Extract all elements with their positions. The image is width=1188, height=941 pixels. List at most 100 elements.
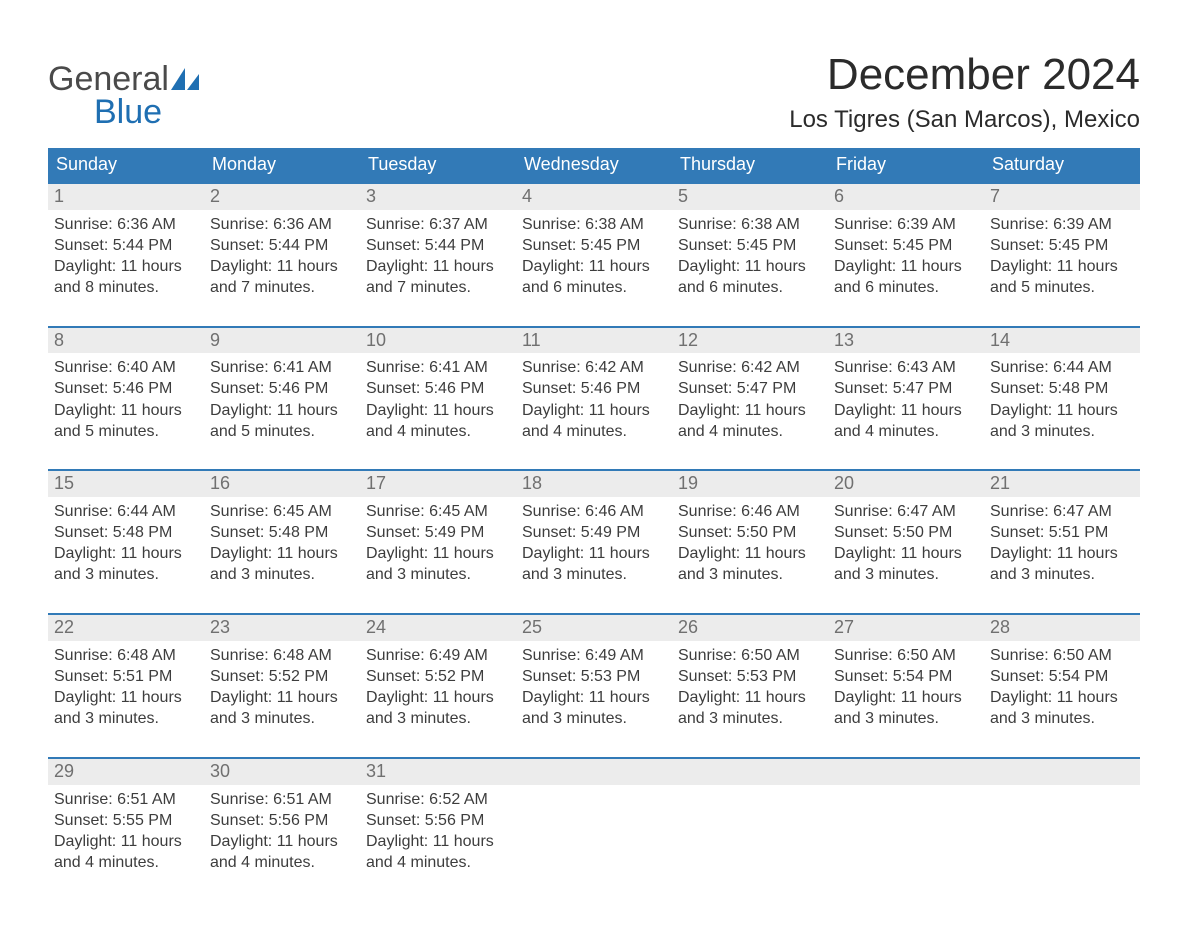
daylight-line-1: Daylight: 11 hours xyxy=(366,687,510,708)
empty-day-number xyxy=(984,759,1140,785)
day-cell: Sunrise: 6:38 AMSunset: 5:45 PMDaylight:… xyxy=(672,210,828,326)
day-number: 31 xyxy=(360,759,516,785)
day-number: 5 xyxy=(672,184,828,210)
daylight-line-2: and 3 minutes. xyxy=(678,564,822,585)
sunrise-line: Sunrise: 6:42 AM xyxy=(678,357,822,378)
sunrise-line: Sunrise: 6:52 AM xyxy=(366,789,510,810)
day-cell: Sunrise: 6:42 AMSunset: 5:46 PMDaylight:… xyxy=(516,353,672,469)
sunrise-line: Sunrise: 6:46 AM xyxy=(678,501,822,522)
sunrise-line: Sunrise: 6:36 AM xyxy=(54,214,198,235)
sunset-line: Sunset: 5:54 PM xyxy=(834,666,978,687)
day-number: 28 xyxy=(984,615,1140,641)
daylight-line-1: Daylight: 11 hours xyxy=(990,687,1134,708)
empty-day-cell xyxy=(984,785,1140,901)
sunrise-line: Sunrise: 6:38 AM xyxy=(522,214,666,235)
daylight-line-1: Daylight: 11 hours xyxy=(54,256,198,277)
day-cell: Sunrise: 6:51 AMSunset: 5:55 PMDaylight:… xyxy=(48,785,204,901)
day-cell: Sunrise: 6:49 AMSunset: 5:53 PMDaylight:… xyxy=(516,641,672,757)
daylight-line-2: and 3 minutes. xyxy=(54,708,198,729)
daylight-line-2: and 3 minutes. xyxy=(210,708,354,729)
day-number: 18 xyxy=(516,471,672,497)
daylight-line-2: and 3 minutes. xyxy=(990,708,1134,729)
day-cell: Sunrise: 6:41 AMSunset: 5:46 PMDaylight:… xyxy=(204,353,360,469)
day-number: 16 xyxy=(204,471,360,497)
daylight-line-2: and 3 minutes. xyxy=(522,564,666,585)
day-cell: Sunrise: 6:36 AMSunset: 5:44 PMDaylight:… xyxy=(48,210,204,326)
day-cell: Sunrise: 6:44 AMSunset: 5:48 PMDaylight:… xyxy=(48,497,204,613)
daylight-line-2: and 5 minutes. xyxy=(210,421,354,442)
daylight-line-2: and 4 minutes. xyxy=(522,421,666,442)
day-number: 21 xyxy=(984,471,1140,497)
sunrise-line: Sunrise: 6:43 AM xyxy=(834,357,978,378)
sunrise-line: Sunrise: 6:39 AM xyxy=(834,214,978,235)
day-number: 24 xyxy=(360,615,516,641)
sunset-line: Sunset: 5:45 PM xyxy=(522,235,666,256)
sunset-line: Sunset: 5:52 PM xyxy=(366,666,510,687)
sunset-line: Sunset: 5:56 PM xyxy=(210,810,354,831)
day-number: 2 xyxy=(204,184,360,210)
daylight-line-1: Daylight: 11 hours xyxy=(54,687,198,708)
daylight-line-1: Daylight: 11 hours xyxy=(210,400,354,421)
day-of-week-cell: Tuesday xyxy=(360,148,516,182)
empty-day-number xyxy=(516,759,672,785)
daylight-line-2: and 3 minutes. xyxy=(834,564,978,585)
day-number: 8 xyxy=(48,328,204,354)
day-number: 14 xyxy=(984,328,1140,354)
calendar: SundayMondayTuesdayWednesdayThursdayFrid… xyxy=(48,148,1140,901)
sunrise-line: Sunrise: 6:36 AM xyxy=(210,214,354,235)
sunrise-line: Sunrise: 6:44 AM xyxy=(990,357,1134,378)
week-row: 22232425262728Sunrise: 6:48 AMSunset: 5:… xyxy=(48,613,1140,757)
daylight-line-2: and 6 minutes. xyxy=(522,277,666,298)
sunset-line: Sunset: 5:56 PM xyxy=(366,810,510,831)
day-number: 20 xyxy=(828,471,984,497)
daylight-line-2: and 5 minutes. xyxy=(990,277,1134,298)
daylight-line-1: Daylight: 11 hours xyxy=(366,256,510,277)
sunrise-line: Sunrise: 6:41 AM xyxy=(366,357,510,378)
day-cell: Sunrise: 6:41 AMSunset: 5:46 PMDaylight:… xyxy=(360,353,516,469)
sunset-line: Sunset: 5:44 PM xyxy=(54,235,198,256)
day-of-week-cell: Wednesday xyxy=(516,148,672,182)
day-cell: Sunrise: 6:47 AMSunset: 5:50 PMDaylight:… xyxy=(828,497,984,613)
empty-day-cell xyxy=(828,785,984,901)
sunset-line: Sunset: 5:47 PM xyxy=(834,378,978,399)
day-of-week-cell: Saturday xyxy=(984,148,1140,182)
daylight-line-1: Daylight: 11 hours xyxy=(210,687,354,708)
daylight-line-2: and 4 minutes. xyxy=(54,852,198,873)
daylight-line-1: Daylight: 11 hours xyxy=(678,687,822,708)
daylight-line-2: and 3 minutes. xyxy=(366,708,510,729)
sunset-line: Sunset: 5:44 PM xyxy=(210,235,354,256)
header: General Blue December 2024 Los Tigres (S… xyxy=(48,40,1140,148)
daylight-line-1: Daylight: 11 hours xyxy=(54,831,198,852)
sunrise-line: Sunrise: 6:49 AM xyxy=(522,645,666,666)
day-number: 6 xyxy=(828,184,984,210)
sunrise-line: Sunrise: 6:50 AM xyxy=(678,645,822,666)
day-cell: Sunrise: 6:46 AMSunset: 5:49 PMDaylight:… xyxy=(516,497,672,613)
day-number: 15 xyxy=(48,471,204,497)
day-number: 30 xyxy=(204,759,360,785)
day-number: 11 xyxy=(516,328,672,354)
day-cell: Sunrise: 6:39 AMSunset: 5:45 PMDaylight:… xyxy=(828,210,984,326)
day-of-week-cell: Sunday xyxy=(48,148,204,182)
daylight-line-1: Daylight: 11 hours xyxy=(210,831,354,852)
daylight-line-1: Daylight: 11 hours xyxy=(210,543,354,564)
day-number: 13 xyxy=(828,328,984,354)
daylight-line-1: Daylight: 11 hours xyxy=(54,543,198,564)
daylight-line-2: and 4 minutes. xyxy=(210,852,354,873)
daylight-line-1: Daylight: 11 hours xyxy=(366,543,510,564)
title-block: December 2024 Los Tigres (San Marcos), M… xyxy=(789,40,1140,148)
daylight-line-1: Daylight: 11 hours xyxy=(834,687,978,708)
sunset-line: Sunset: 5:50 PM xyxy=(834,522,978,543)
sunset-line: Sunset: 5:53 PM xyxy=(678,666,822,687)
day-cell: Sunrise: 6:50 AMSunset: 5:53 PMDaylight:… xyxy=(672,641,828,757)
daylight-line-2: and 3 minutes. xyxy=(990,564,1134,585)
sunset-line: Sunset: 5:47 PM xyxy=(678,378,822,399)
day-number: 29 xyxy=(48,759,204,785)
day-number: 4 xyxy=(516,184,672,210)
day-cell: Sunrise: 6:49 AMSunset: 5:52 PMDaylight:… xyxy=(360,641,516,757)
day-number: 1 xyxy=(48,184,204,210)
daylight-line-1: Daylight: 11 hours xyxy=(834,400,978,421)
day-number: 12 xyxy=(672,328,828,354)
day-of-week-cell: Thursday xyxy=(672,148,828,182)
sunset-line: Sunset: 5:45 PM xyxy=(834,235,978,256)
day-number: 23 xyxy=(204,615,360,641)
